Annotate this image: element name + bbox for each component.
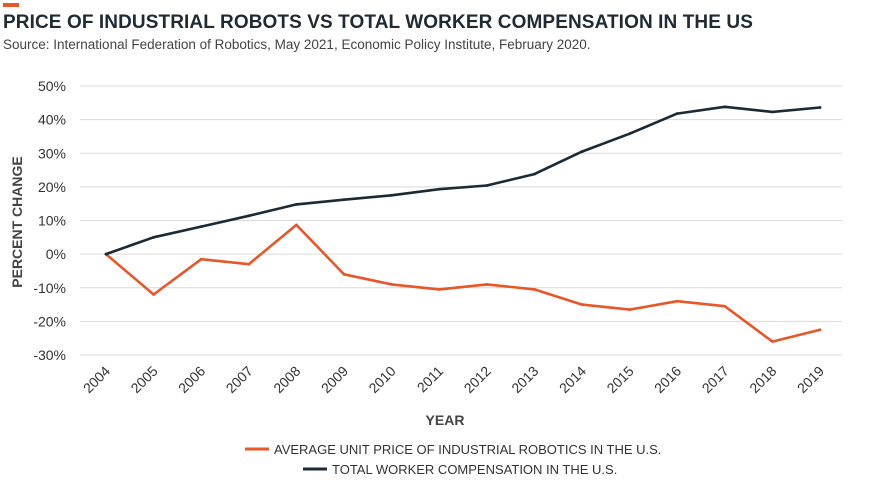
data-point	[295, 202, 298, 206]
data-point	[771, 340, 774, 343]
data-point	[437, 288, 441, 291]
x-tick-label: 2005	[127, 363, 160, 396]
data-point	[580, 303, 584, 306]
data-point	[533, 172, 536, 176]
data-point	[199, 225, 203, 228]
data-point	[485, 282, 489, 286]
data-point	[628, 308, 631, 312]
data-point	[675, 299, 679, 303]
y-tick-label: -10%	[33, 280, 66, 296]
data-point	[342, 198, 346, 202]
y-tick-label: 40%	[38, 112, 66, 128]
data-point	[342, 272, 346, 276]
legend-label: TOTAL WORKER COMPENSATION IN THE U.S.	[332, 462, 617, 477]
x-tick-label: 2012	[461, 363, 494, 396]
data-point	[533, 288, 536, 291]
x-tick-label: 2009	[318, 363, 351, 396]
chart-subtitle: Source: International Federation of Robo…	[3, 37, 591, 52]
data-point	[437, 187, 441, 191]
x-tick-label: 2015	[603, 363, 636, 396]
x-tick-label: 2017	[699, 363, 732, 396]
y-tick-label: 50%	[38, 78, 66, 94]
y-tick-label: 0%	[46, 246, 66, 262]
title-accent-bar	[3, 3, 19, 7]
data-point	[152, 293, 156, 296]
data-point	[818, 106, 822, 109]
x-tick-label: 2004	[80, 363, 113, 396]
series-line-1	[104, 223, 822, 343]
x-tick-label: 2018	[746, 363, 779, 396]
x-tick-label: 2010	[365, 363, 398, 396]
data-point	[390, 282, 393, 286]
y-axis-title: PERCENT CHANGE	[9, 156, 25, 287]
data-point	[723, 304, 727, 308]
y-tick-label: -20%	[33, 313, 66, 329]
data-point	[199, 257, 203, 261]
series-line-2	[104, 105, 822, 256]
x-tick-label: 2006	[175, 363, 208, 396]
x-tick-label: 2016	[651, 363, 684, 396]
data-point	[675, 112, 679, 115]
data-point	[247, 262, 251, 266]
data-point	[771, 110, 774, 114]
data-point	[628, 132, 631, 136]
data-point	[390, 193, 393, 197]
data-point	[485, 184, 489, 187]
data-point	[152, 235, 156, 239]
y-tick-label: 10%	[38, 213, 66, 229]
data-point	[580, 150, 584, 153]
x-axis-title: YEAR	[426, 412, 465, 428]
x-tick-label: 2007	[223, 363, 256, 396]
y-tick-label: 20%	[38, 179, 66, 195]
chart-title: PRICE OF INDUSTRIAL ROBOTS VS TOTAL WORK…	[3, 12, 753, 33]
x-tick-label: 2014	[556, 363, 589, 396]
x-tick-label: 2013	[508, 363, 541, 396]
legend-label: AVERAGE UNIT PRICE OF INDUSTRIAL ROBOTIC…	[274, 442, 661, 457]
x-tick-label: 2019	[794, 363, 827, 396]
data-point	[104, 252, 108, 256]
data-point	[818, 328, 822, 332]
y-tick-label: 30%	[38, 145, 66, 161]
data-point	[295, 223, 298, 227]
x-tick-label: 2008	[270, 363, 303, 396]
y-tick-label: -30%	[33, 347, 66, 363]
data-point	[247, 214, 251, 218]
x-tick-label: 2011	[414, 363, 447, 396]
data-point	[723, 105, 727, 109]
